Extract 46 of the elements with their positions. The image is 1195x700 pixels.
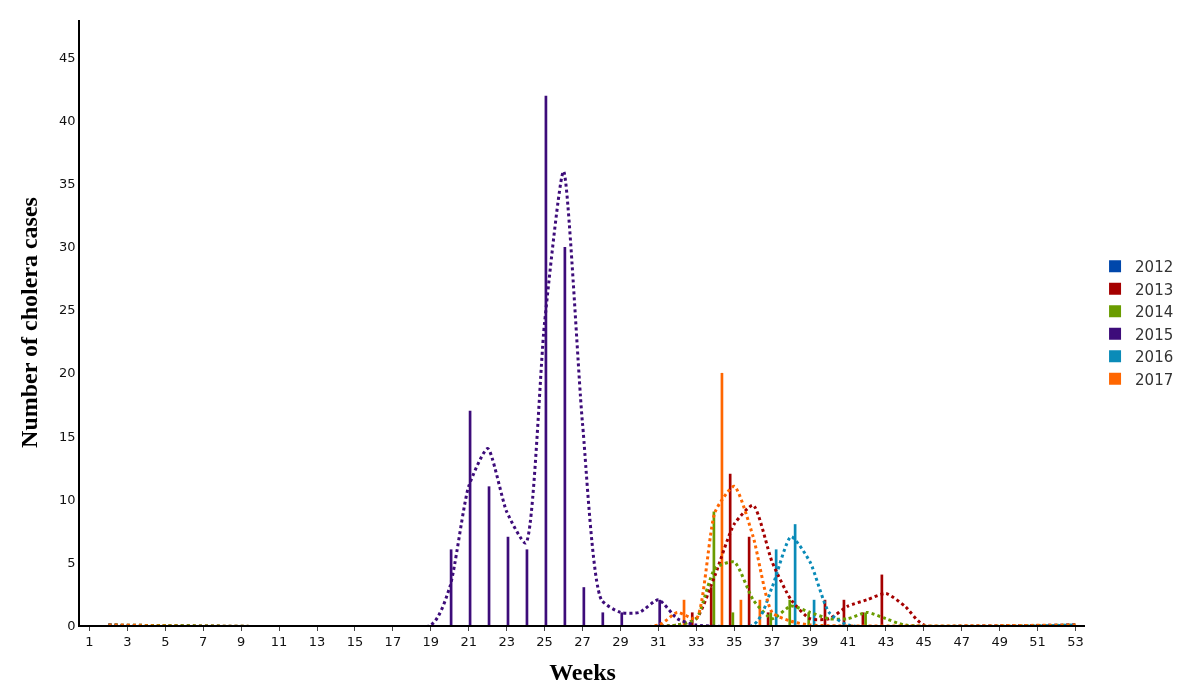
y-tick-label: 40 <box>59 113 76 129</box>
legend-label: 2015 <box>1135 325 1174 344</box>
y-axis-title: Number of cholera cases <box>15 197 42 448</box>
x-tick-label: 31 <box>650 634 667 650</box>
bar <box>601 612 605 625</box>
x-tick-label: 49 <box>991 634 1008 650</box>
y-tick-label: 5 <box>67 554 76 570</box>
x-tick-label: 37 <box>763 634 781 650</box>
y-tick-label: 10 <box>59 491 76 507</box>
x-tick-label: 13 <box>308 634 326 650</box>
y-tick-label: 35 <box>59 176 76 192</box>
x-tick-label: 53 <box>1067 634 1084 650</box>
legend-label: 2014 <box>1135 303 1174 322</box>
x-tick-label: 19 <box>422 634 440 650</box>
x-tick-label: 5 <box>161 634 170 650</box>
x-tick-label: 25 <box>536 634 553 650</box>
x-tick-label: 11 <box>270 634 288 650</box>
x-tick-label: 1 <box>85 634 94 650</box>
x-tick-label: 29 <box>612 634 629 650</box>
legend-label: 2017 <box>1135 370 1174 389</box>
x-tick-label: 39 <box>801 634 819 650</box>
y-tick-label: 20 <box>59 365 76 381</box>
x-axis-title: Weeks <box>549 659 616 686</box>
x-tick-label: 9 <box>237 634 246 650</box>
y-tick-label: 25 <box>59 302 76 318</box>
x-tick-label: 3 <box>123 634 132 650</box>
x-tick-label: 7 <box>199 634 208 650</box>
x-tick-label: 43 <box>877 634 895 650</box>
x-tick-label: 23 <box>498 634 515 650</box>
x-tick-label: 35 <box>725 634 743 650</box>
x-tick-label: 17 <box>384 634 402 650</box>
x-tick-label: 45 <box>915 634 933 650</box>
legend-label: 2013 <box>1135 280 1174 299</box>
y-tick-label: 30 <box>59 239 76 255</box>
x-tick-label: 41 <box>839 634 857 650</box>
x-tick-label: 51 <box>1029 634 1046 650</box>
legend-label: 2016 <box>1135 348 1174 367</box>
y-tick-label: 45 <box>59 50 76 66</box>
x-tick-label: 27 <box>574 634 591 650</box>
x-tick-label: 15 <box>346 634 364 650</box>
y-tick-label: 0 <box>67 617 76 633</box>
x-tick-label: 33 <box>688 634 705 650</box>
legend-label: 2012 <box>1135 258 1174 277</box>
y-tick-label: 15 <box>59 428 76 444</box>
x-tick-label: 21 <box>460 634 477 650</box>
x-tick-label: 47 <box>953 634 971 650</box>
